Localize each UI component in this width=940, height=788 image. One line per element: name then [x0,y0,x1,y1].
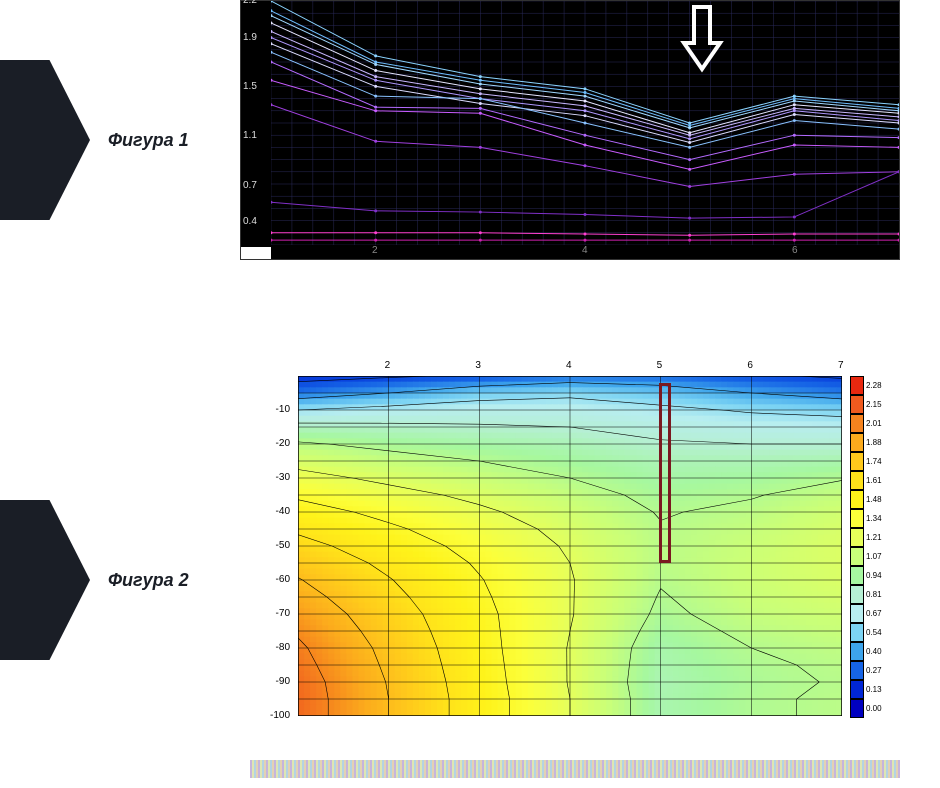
legend-swatch: 1.61 [850,471,900,490]
legend-swatch: 2.15 [850,395,900,414]
legend-swatch: 1.74 [850,452,900,471]
figure2-plot-area [298,376,842,716]
figure2-xaxis: 234567 [298,360,842,374]
figure2-yaxis: -10-20-30-40-50-60-70-80-90-100 [250,376,294,716]
chevron-shape [0,60,90,220]
figure2-marker [659,383,671,563]
legend-swatch: 2.01 [850,414,900,433]
legend-swatch: 0.00 [850,699,900,718]
noise-strip [250,760,900,778]
legend-swatch: 0.13 [850,680,900,699]
legend-swatch: 1.07 [850,547,900,566]
figure1-yaxis: 0.40.71.11.51.92.2 [241,1,271,247]
legend-swatch: 1.88 [850,433,900,452]
figure2-grid [298,376,842,716]
figure1-label: Фигура 1 [108,130,189,151]
figure1-xaxis: 246 [271,245,899,259]
legend-swatch: 1.21 [850,528,900,547]
legend-swatch: 0.67 [850,604,900,623]
legend-swatch: 0.81 [850,585,900,604]
figure2-chart: 234567 -10-20-30-40-50-60-70-80-90-100 2… [250,360,900,730]
down-arrow-icon [680,3,724,80]
legend-swatch: 0.40 [850,642,900,661]
figure1-chart: 0.40.71.11.51.92.2 246 [240,0,900,260]
figure1-plot-area [271,1,899,245]
legend-swatch: 0.27 [850,661,900,680]
figure2-label-group: Фигура 2 [0,500,189,660]
figure2-legend: 2.282.152.011.881.741.611.481.341.211.07… [850,376,900,718]
figure1-label-group: Фигура 1 [0,60,189,220]
figure2-label: Фигура 2 [108,570,189,591]
legend-swatch: 2.28 [850,376,900,395]
legend-swatch: 0.54 [850,623,900,642]
chevron-shape [0,500,90,660]
legend-swatch: 1.34 [850,509,900,528]
legend-swatch: 0.94 [850,566,900,585]
legend-swatch: 1.48 [850,490,900,509]
